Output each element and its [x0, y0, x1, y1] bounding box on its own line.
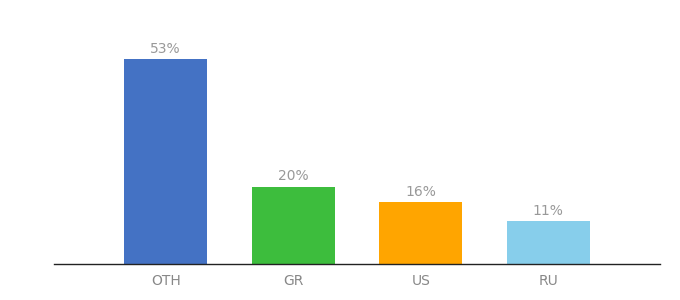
Bar [252, 187, 335, 264]
Bar [379, 202, 462, 264]
Text: 11%: 11% [533, 204, 564, 218]
Text: 20%: 20% [278, 169, 309, 184]
Bar [507, 221, 590, 264]
Text: 53%: 53% [150, 42, 181, 56]
Bar [124, 59, 207, 264]
Text: 16%: 16% [405, 185, 436, 199]
